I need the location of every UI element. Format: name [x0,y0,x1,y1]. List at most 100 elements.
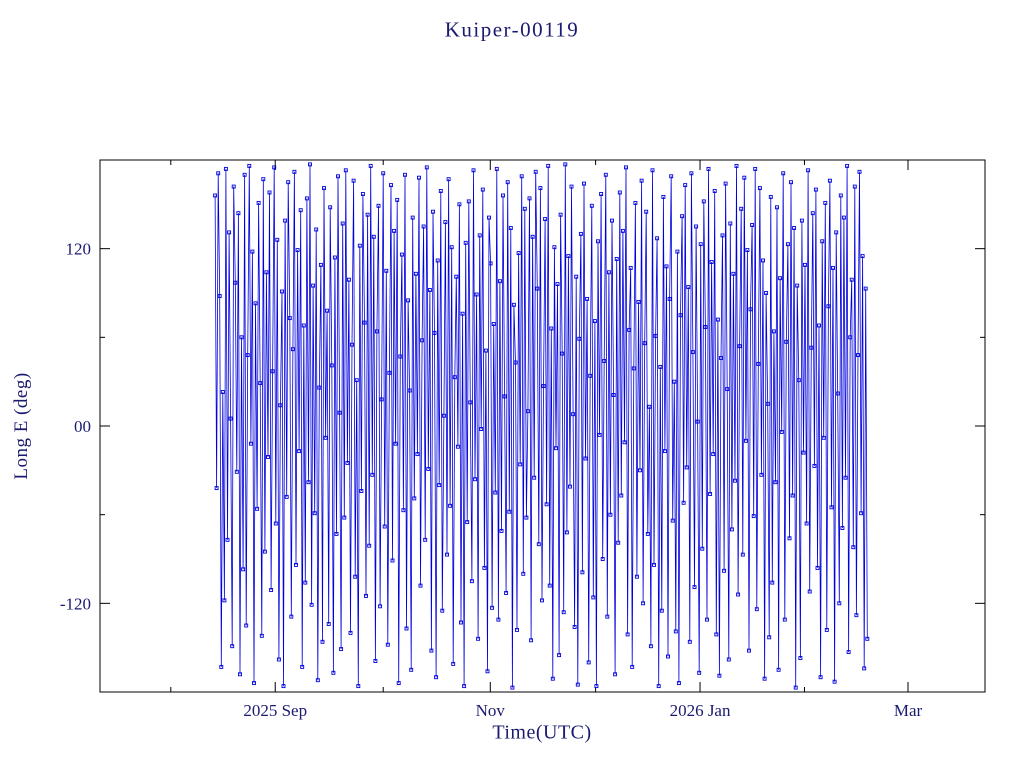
data-marker [231,184,236,189]
data-marker [505,180,510,185]
data-marker [606,270,611,275]
data-marker [223,166,228,171]
data-marker [799,218,804,223]
data-marker [689,171,694,176]
data-marker [701,199,706,204]
data-marker [423,537,428,542]
data-marker [368,163,373,168]
data-marker [740,552,745,557]
data-marker [225,537,230,542]
data-marker [473,477,477,482]
data-marker [273,521,278,526]
data-marker [849,277,854,282]
data-marker [592,319,597,324]
data-marker [697,670,702,675]
data-marker [353,574,358,579]
data-marker [392,228,397,233]
data-marker [513,360,518,365]
data-marker [597,432,602,437]
x-tick-label: 2026 Jan [670,701,731,720]
data-marker [301,323,306,328]
data-marker [396,681,401,686]
data-marker [236,211,241,216]
data-marker [837,601,842,606]
data-marker [812,463,817,468]
data-marker [398,354,403,359]
data-marker [821,435,826,440]
data-marker [401,508,406,513]
data-marker [826,304,831,309]
data-marker [809,345,814,350]
data-marker [454,274,459,279]
data-marker [846,650,851,655]
data-marker [272,165,277,170]
x-tick-label: Mar [894,701,923,720]
data-marker [644,209,649,214]
data-marker [216,171,221,176]
data-marker [639,178,644,183]
data-marker [742,175,747,180]
data-marker [662,449,667,454]
data-marker [443,220,448,225]
data-marker [476,636,481,641]
data-marker [306,480,311,485]
data-marker [300,664,305,669]
data-marker [462,684,467,689]
data-marker [378,604,383,609]
data-marker [258,381,263,386]
chart-title: Kuiper-00119 [444,17,580,42]
data-marker [641,601,646,606]
data-marker [722,568,727,573]
data-marker [778,276,783,281]
data-marker [588,373,593,378]
data-marker [748,307,753,312]
data-marker [536,542,541,547]
data-marker [540,598,544,603]
data-marker [720,233,725,238]
data-marker [594,684,599,689]
data-marker [426,466,431,471]
data-marker [823,200,828,205]
data-marker [309,602,314,607]
data-marker [482,565,487,570]
data-marker [656,684,661,689]
data-marker [726,657,731,662]
data-marker [468,400,473,405]
data-marker [574,274,579,279]
data-marker [602,359,607,363]
data-marker [311,283,316,288]
data-marker [515,627,519,632]
y-tick-label: 120 [66,240,92,259]
data-marker [213,193,218,198]
data-marker [322,186,326,191]
data-marker [245,353,250,358]
data-marker [334,531,339,536]
data-marker [248,441,253,446]
data-marker [690,350,695,355]
data-marker [824,627,829,632]
data-marker [351,178,356,183]
data-marker [326,622,331,626]
data-marker [485,669,490,674]
data-marker [317,385,322,390]
data-marker [863,286,868,291]
data-marker [728,221,733,226]
data-marker [519,174,524,179]
data-marker [845,163,850,168]
data-marker [261,177,266,182]
data-marker [543,217,548,222]
data-marker [723,181,728,186]
data-marker [390,558,395,563]
data-marker [731,271,736,276]
data-marker [389,183,393,188]
data-marker [715,317,720,322]
data-marker [680,214,685,219]
data-marker [318,262,323,267]
data-marker [440,608,445,613]
data-marker [552,245,557,250]
data-marker [325,308,330,313]
data-marker [337,410,342,415]
data-marker [228,416,233,421]
data-marker [264,270,269,275]
